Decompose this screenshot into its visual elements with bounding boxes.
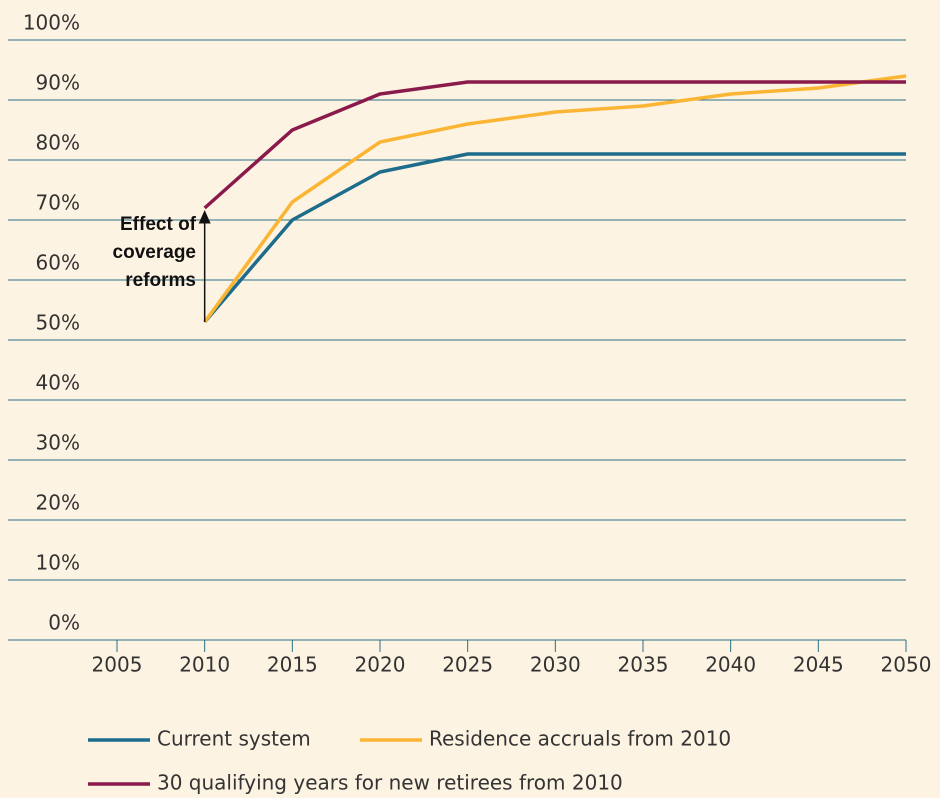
x-tick-label: 2030: [530, 653, 581, 677]
x-tick-label: 2015: [267, 653, 318, 677]
x-tick-label: 2020: [355, 653, 406, 677]
legend-label: Residence accruals from 2010: [429, 727, 731, 751]
y-tick-label: 60%: [36, 251, 80, 275]
x-tick-label: 2025: [442, 653, 493, 677]
y-tick-label: 80%: [36, 131, 80, 155]
x-tick-label: 2010: [179, 653, 230, 677]
y-tick-label: 20%: [36, 491, 80, 515]
series-line: [203, 74, 907, 324]
y-tick-label: 90%: [36, 71, 80, 95]
series-line: [203, 80, 906, 210]
y-tick-label: 70%: [36, 191, 80, 215]
legend-label: Current system: [157, 727, 311, 751]
legend-label: 30 qualifying years for new retirees fro…: [157, 771, 623, 795]
y-tick-label: 30%: [36, 431, 80, 455]
y-tick-label: 100%: [23, 11, 80, 35]
x-tick-label: 2050: [881, 653, 932, 677]
x-tick-label: 2040: [705, 653, 756, 677]
annotation: coverage: [113, 242, 196, 263]
series-line: [203, 152, 906, 324]
y-tick-label: 10%: [36, 551, 80, 575]
y-tick-label: 0%: [48, 611, 80, 635]
x-tick-label: 2005: [92, 653, 143, 677]
annotation: Effect of: [120, 214, 197, 235]
y-tick-label: 40%: [36, 371, 80, 395]
y-tick-label: 50%: [36, 311, 80, 335]
x-tick-label: 2035: [618, 653, 669, 677]
annotation: reforms: [125, 270, 196, 291]
x-tick-label: 2045: [793, 653, 844, 677]
